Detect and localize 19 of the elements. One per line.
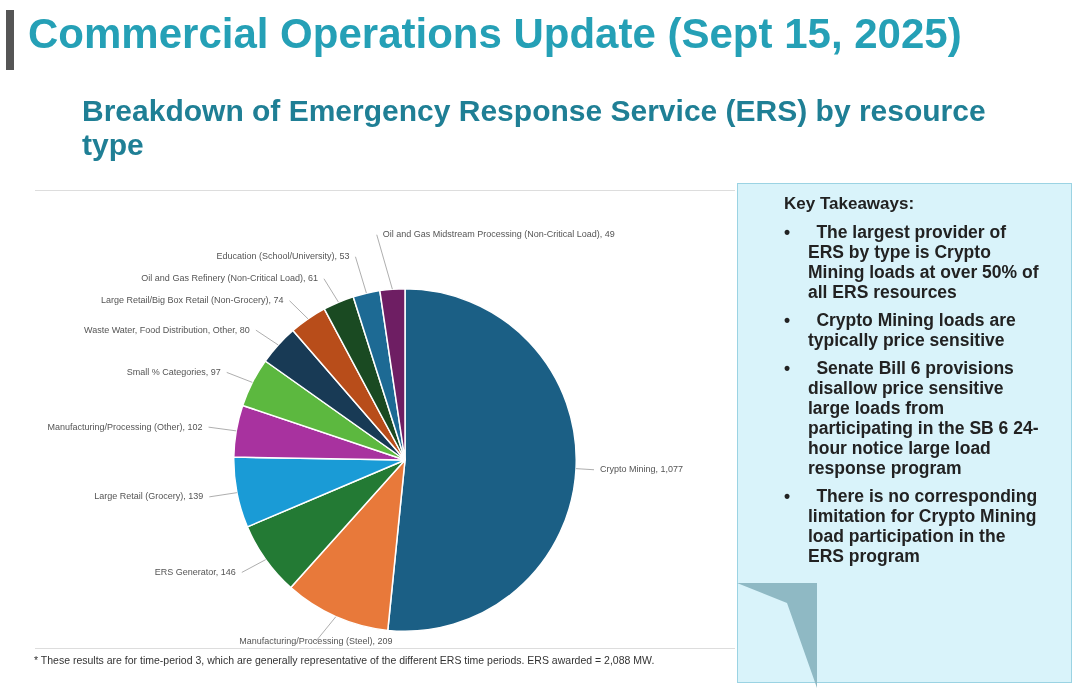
text: Key Takeaways: — [784, 194, 916, 214]
slice-label: Small % Categories, 97 — [126, 366, 221, 377]
text: • The largest provider of ERS by type is Crypto Mining loads at over 50% of all ERS resources — [784, 222, 1040, 302]
text: * These results are for time-period 3, which are generally representative of the different ERS time periods. ERS awarded = 2,088 MW. — [34, 654, 655, 666]
slice-label: Crypto Mining, 1,077 — [600, 464, 684, 475]
slice-label: Oil and Gas Midstream Processing (Non-Critical Load), 49 — [382, 229, 615, 240]
slice-label: Education (School/University), 53 — [216, 251, 350, 262]
slice-label: Waste Water, Food Distribution, Other, 80 — [83, 324, 250, 335]
text: • There is no corresponding limitation for Crypto Mining load participation in the ERS program — [784, 486, 1039, 566]
text: • Crypto Mining loads are typically price sensitive — [784, 310, 1017, 350]
slice-label: Manufacturing/Processing (Steel), 209 — [239, 635, 393, 646]
slice-label: Oil and Gas Refinery (Non-Critical Load), 61 — [141, 273, 318, 284]
slice-label: Large Retail (Grocery), 139 — [94, 491, 204, 502]
chart-title: Commercial Operations Update (Sept 15, 2025) — [28, 10, 962, 58]
chart-subtitle: Breakdown of Emergency Response Service (ERS) by resource type — [82, 94, 987, 162]
slice-label: Large Retail/Big Box Retail (Non-Grocery), 74 — [100, 295, 284, 306]
text: • Senate Bill 6 provisions disallow price sensitive large loads from participating in the SB 6 24-hour notice large load response program — [784, 358, 1040, 478]
slice-label: Manufacturing/Processing (Other), 102 — [47, 421, 203, 432]
slice-label: ERS Generator, 146 — [154, 566, 236, 577]
